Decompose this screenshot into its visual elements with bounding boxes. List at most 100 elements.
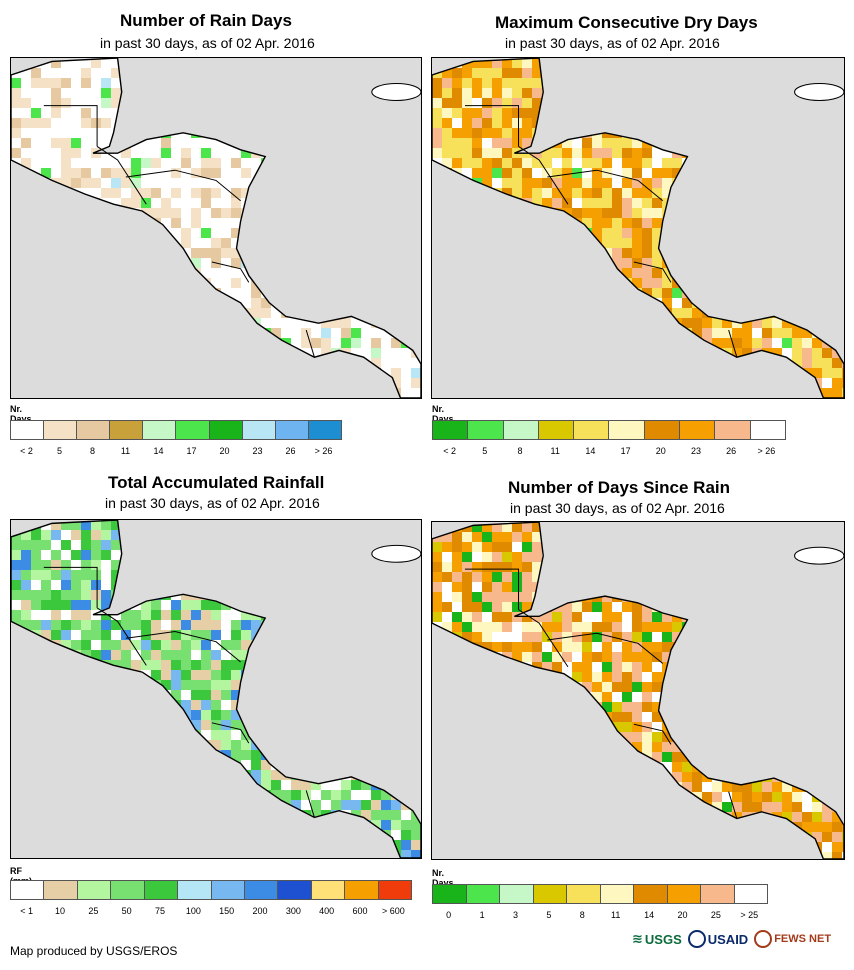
grid-cell [692,782,702,792]
grid-cell [552,842,562,852]
grid-cell [462,208,472,218]
grid-cell [381,178,391,188]
grid-cell [612,338,622,348]
grid-cell [692,702,702,712]
grid-cell [662,348,672,358]
grid-cell [351,560,361,570]
grid-cell [802,358,812,368]
grid-cell [432,632,442,642]
grid-cell [191,560,201,570]
grid-cell [301,530,311,540]
grid-cell [432,852,442,859]
grid-cell [792,58,802,68]
grid-cell [502,682,512,692]
grid-cell [361,710,371,720]
grid-cell [542,622,552,632]
grid-cell [622,692,632,702]
grid-cell [722,822,732,832]
grid-cell [442,702,452,712]
grid-cell [151,540,161,550]
grid-cell [642,98,652,108]
grid-cell [211,530,221,540]
grid-cell [792,792,802,802]
grid-cell [832,108,842,118]
grid-cell [432,218,442,228]
grid-cell [592,358,602,368]
grid-cell [91,850,101,858]
grid-cell [171,750,181,760]
legend-swatch [77,421,111,439]
grid-cell [472,602,482,612]
grid-cell [832,642,842,652]
grid-cell [762,288,772,298]
grid-cell [782,98,792,108]
grid-cell [261,830,271,840]
grid-cell [832,702,842,712]
grid-cell [612,622,622,632]
legend-swatch [110,421,144,439]
grid-cell [662,248,672,258]
grid-cell [622,602,632,612]
grid-cell [51,88,61,98]
grid-cell [211,590,221,600]
grid-cell [712,178,722,188]
grid-cell [772,592,782,602]
grid-cell [492,328,502,338]
grid-cell [632,218,642,228]
grid-cell [281,740,291,750]
grid-cell [231,780,241,790]
grid-cell [381,278,391,288]
grid-cell [241,550,251,560]
grid-cell [812,288,822,298]
grid-cell [91,700,101,710]
grid-cell [231,810,241,820]
grid-cell [612,218,622,228]
grid-cell [722,712,732,722]
grid-cell [71,640,81,650]
grid-cell [792,522,802,532]
grid-cell [391,228,401,238]
grid-cell [401,318,411,328]
grid-cell [632,752,642,762]
grid-cell [141,378,151,388]
grid-cell [462,652,472,662]
grid-cell [401,188,411,198]
grid-cell [131,308,141,318]
grid-cell [101,810,111,820]
grid-cell [572,348,582,358]
grid-cell [221,520,231,530]
grid-cell [632,298,642,308]
grid-cell [812,138,822,148]
grid-cell [371,730,381,740]
grid-cell [702,612,712,622]
grid-cell [321,520,331,530]
grid-cell [121,830,131,840]
grid-cell [482,308,492,318]
grid-cell [51,108,61,118]
grid-cell [562,58,572,68]
grid-cell [271,770,281,780]
grid-cell [732,358,742,368]
grid-cell [602,108,612,118]
legend-swatch [715,421,751,439]
grid-cell [722,208,732,218]
grid-cell [812,692,822,702]
grid-cell [742,532,752,542]
grid-cell [281,560,291,570]
grid-cell [492,852,502,859]
grid-cell [131,750,141,760]
grid-cell [201,338,211,348]
grid-cell [772,188,782,198]
grid-cell [782,248,792,258]
grid-cell [31,228,41,238]
grid-cell [492,612,502,622]
grid-cell [321,790,331,800]
grid-cell [121,660,131,670]
grid-cell [241,610,251,620]
grid-cell [361,800,371,810]
grid-cell [582,712,592,722]
grid-cell [772,852,782,859]
grid-cell [462,358,472,368]
grid-cell [31,850,41,858]
grid-cell [311,590,321,600]
